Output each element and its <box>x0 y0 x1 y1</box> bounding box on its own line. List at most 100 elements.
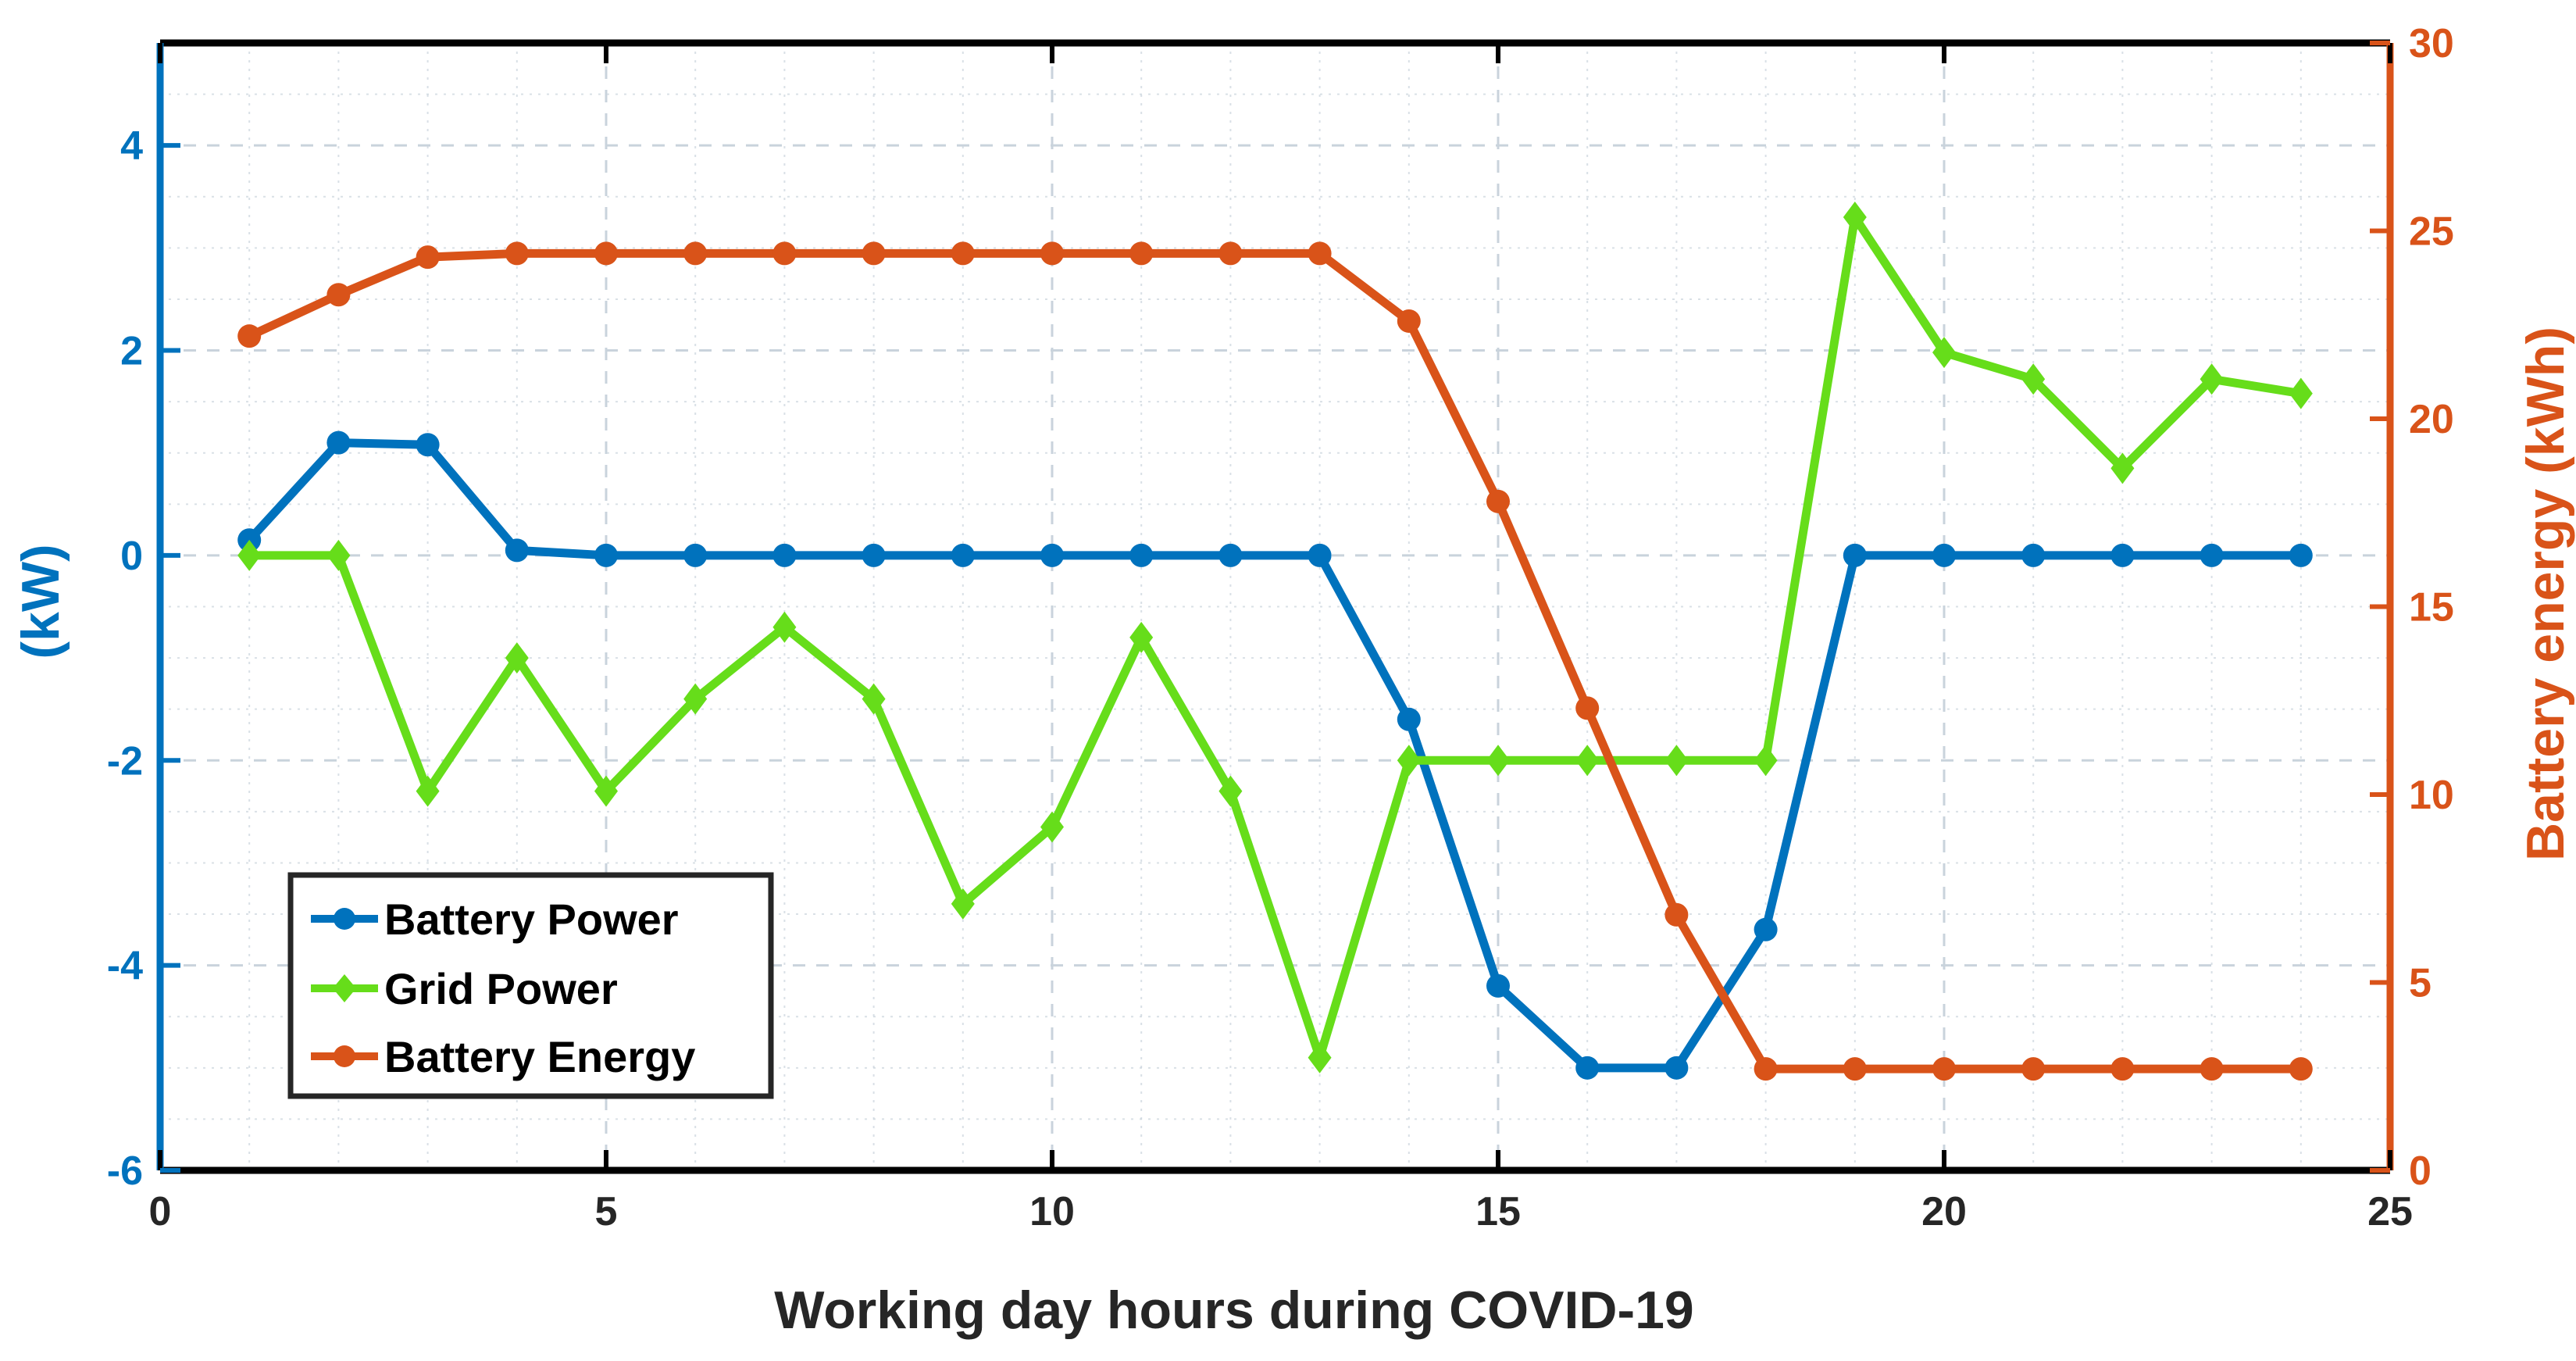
data-point-battery-power <box>1664 1056 1689 1080</box>
y-left-tick-label: -2 <box>107 738 143 784</box>
data-point-battery-power <box>772 543 797 567</box>
axes <box>156 39 2394 1174</box>
y-right-tick-label: 25 <box>2409 209 2454 255</box>
data-point-grid-power <box>237 539 262 571</box>
series-grid-power <box>237 202 2313 1073</box>
data-point-battery-energy <box>326 283 351 307</box>
data-point-battery-power <box>594 543 618 567</box>
data-point-grid-power <box>1397 745 1421 777</box>
data-point-grid-power <box>1843 202 1867 234</box>
series-battery-energy <box>237 241 2313 1081</box>
x-tick-label: 0 <box>149 1189 172 1234</box>
data-point-battery-energy <box>2200 1057 2224 1081</box>
data-point-battery-power <box>1308 543 1332 567</box>
data-point-battery-power <box>951 543 975 567</box>
legend-label-battery-energy: Battery Energy <box>384 1032 695 1081</box>
data-point-grid-power <box>2289 377 2313 409</box>
data-point-grid-power <box>951 888 975 920</box>
y-left-tick-label: 0 <box>120 534 143 579</box>
series-line-battery-energy <box>244 248 2306 1073</box>
data-point-battery-energy <box>1218 241 1243 266</box>
data-point-battery-energy <box>2289 1057 2313 1081</box>
data-point-battery-power <box>1129 543 1154 567</box>
data-point-battery-energy <box>1040 241 1064 266</box>
legend-marker-battery-power <box>334 908 355 930</box>
data-point-battery-power <box>2110 543 2135 567</box>
y-left-tick-label: 2 <box>120 329 143 374</box>
data-point-battery-power <box>1218 543 1243 567</box>
data-point-battery-energy <box>1575 696 1600 720</box>
y-axis-right-label: Battery energy (kWh) <box>2516 327 2575 861</box>
data-point-battery-energy <box>594 241 618 266</box>
data-point-battery-energy <box>951 241 975 266</box>
data-point-grid-power <box>1486 745 1510 777</box>
tick-labels: 0 5 10 15 20 25 -6 -4 -2 0 2 4 0 5 10 15 20 25 30 <box>107 21 2454 1234</box>
data-point-battery-power <box>1843 543 1867 567</box>
data-point-battery-power <box>1397 707 1421 731</box>
y-right-tick-label: 10 <box>2409 773 2454 818</box>
legend: Battery Power Grid Power Battery Energy <box>287 872 774 1099</box>
legend-entry-battery-power: Battery Power <box>311 895 679 944</box>
legend-entry-grid-power: Grid Power <box>311 964 618 1013</box>
legend-marker-battery-energy <box>334 1045 355 1067</box>
data-point-battery-power <box>1575 1056 1600 1080</box>
data-point-grid-power <box>1308 1041 1332 1073</box>
data-point-battery-power <box>1486 973 1510 998</box>
series-line-battery-power <box>244 438 2306 1073</box>
y-right-tick-label: 0 <box>2409 1148 2432 1194</box>
data-point-grid-power <box>1575 745 1600 777</box>
data-point-grid-power <box>862 683 886 715</box>
data-point-grid-power <box>2200 363 2224 395</box>
data-point-grid-power <box>505 642 529 674</box>
data-point-grid-power <box>326 539 351 571</box>
data-point-battery-power <box>2200 543 2224 567</box>
x-tick-label: 25 <box>2367 1189 2413 1234</box>
data-point-battery-power <box>326 430 351 455</box>
data-point-battery-energy <box>2110 1057 2135 1081</box>
x-axis-label: Working day hours during COVID-19 <box>774 1281 1694 1340</box>
data-point-grid-power <box>594 775 618 807</box>
data-point-battery-energy <box>237 324 262 348</box>
data-point-battery-energy <box>862 241 886 266</box>
data-point-battery-energy <box>416 245 440 270</box>
legend-label-grid-power: Grid Power <box>384 964 618 1013</box>
data-point-battery-energy <box>1308 241 1332 266</box>
data-point-battery-power <box>2289 543 2313 567</box>
data-point-battery-energy <box>1486 489 1510 513</box>
data-point-grid-power <box>683 683 708 715</box>
legend-marker-grid-power <box>333 974 356 1002</box>
data-point-battery-energy <box>2021 1057 2046 1081</box>
data-point-battery-energy <box>1754 1057 1778 1081</box>
x-tick-label: 20 <box>1921 1189 1967 1234</box>
legend-label-battery-power: Battery Power <box>384 895 679 944</box>
data-point-battery-power <box>862 543 886 567</box>
data-point-battery-power <box>683 543 708 567</box>
data-point-battery-power <box>505 538 529 563</box>
series-layer <box>237 202 2313 1081</box>
y-right-tick-label: 30 <box>2409 21 2454 66</box>
data-point-grid-power <box>1040 811 1064 843</box>
data-point-battery-energy <box>505 241 529 266</box>
y-left-tick-label: -6 <box>107 1148 143 1194</box>
y-left-tick-label: -4 <box>107 944 143 989</box>
data-point-grid-power <box>1218 775 1243 807</box>
data-point-grid-power <box>2110 452 2135 484</box>
x-tick-label: 15 <box>1475 1189 1521 1234</box>
series-battery-power <box>237 430 2313 1080</box>
data-point-battery-energy <box>772 241 797 266</box>
data-point-grid-power <box>772 611 797 643</box>
data-point-battery-energy <box>1129 241 1154 266</box>
y-left-tick-label: 4 <box>120 123 143 169</box>
legend-entry-battery-energy: Battery Energy <box>311 1032 695 1081</box>
data-point-battery-energy <box>1843 1057 1867 1081</box>
y-right-tick-label: 5 <box>2409 961 2432 1006</box>
data-point-grid-power <box>2021 363 2046 395</box>
y-right-tick-label: 15 <box>2409 585 2454 630</box>
data-point-battery-power <box>416 433 440 457</box>
y-right-tick-label: 20 <box>2409 397 2454 442</box>
data-point-battery-energy <box>1664 902 1689 927</box>
data-point-grid-power <box>1754 745 1778 777</box>
data-point-battery-energy <box>1932 1057 1956 1081</box>
